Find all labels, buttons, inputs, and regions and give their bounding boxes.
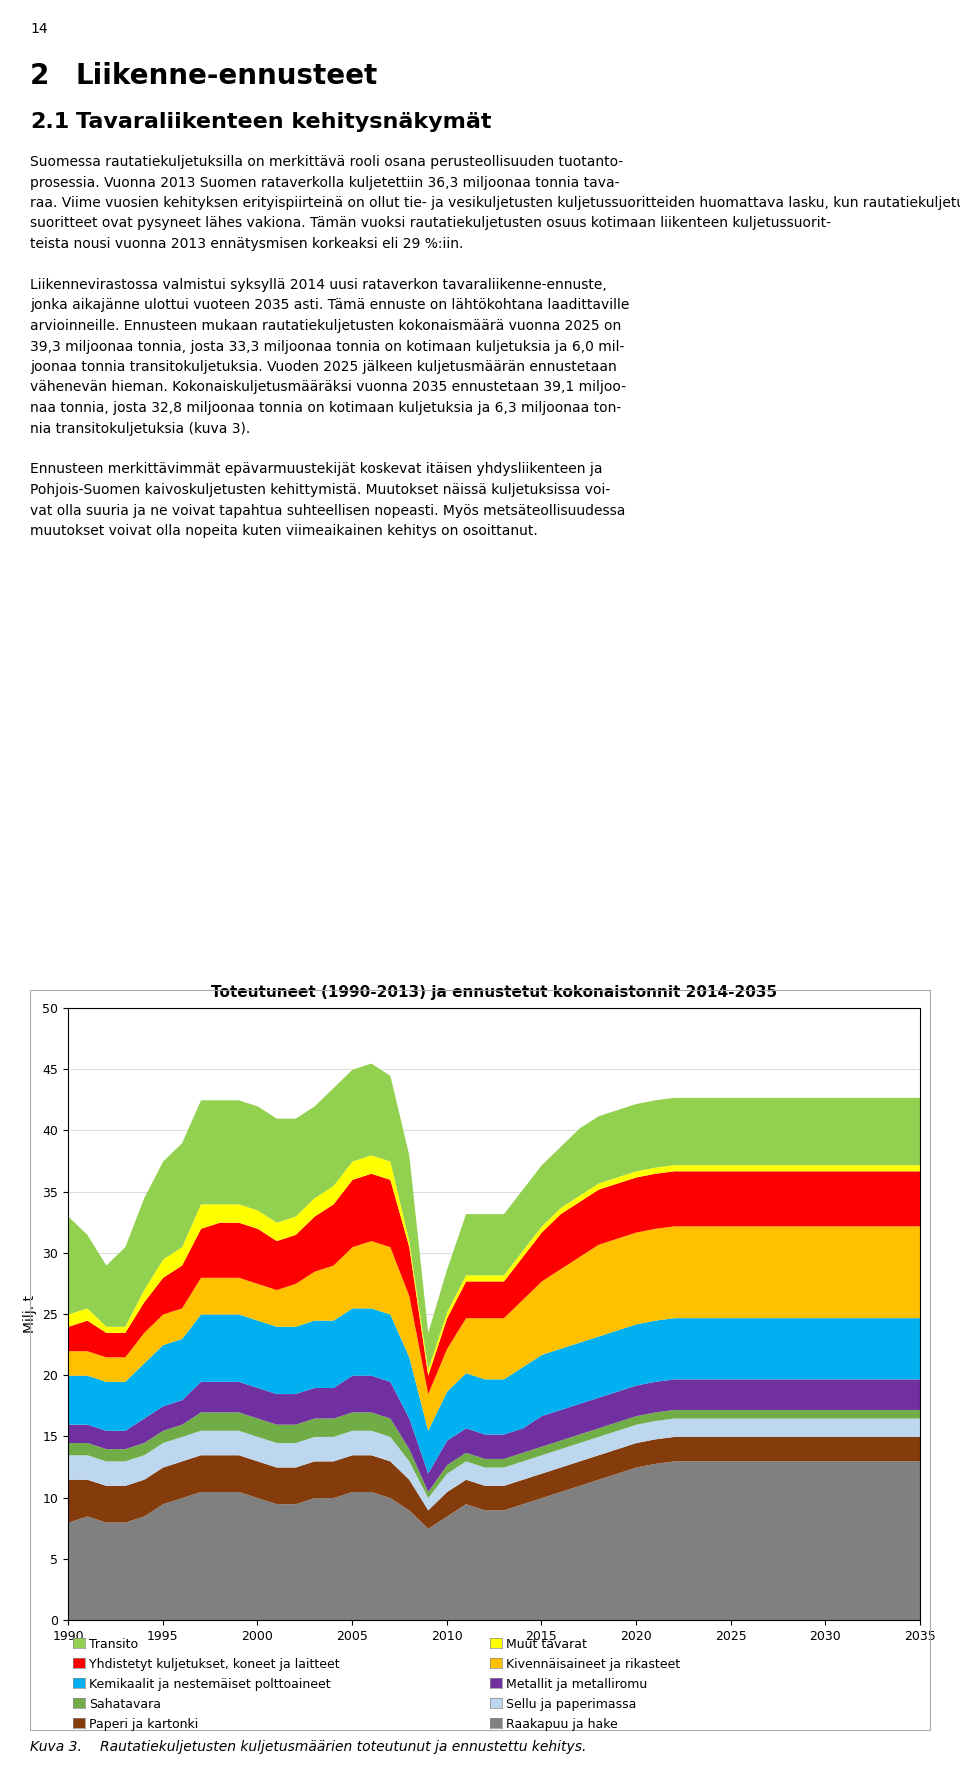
Text: Kuva 3.: Kuva 3. xyxy=(30,1740,82,1754)
Text: Kivennäisaineet ja rikasteet: Kivennäisaineet ja rikasteet xyxy=(506,1658,680,1671)
Text: Pohjois-Suomen kaivoskuljetusten kehittymistä. Muutokset näissä kuljetuksissa vo: Pohjois-Suomen kaivoskuljetusten kehitty… xyxy=(30,482,611,496)
Text: Transito: Transito xyxy=(89,1639,138,1651)
Text: suoritteet ovat pysyneet lähes vakiona. Tämän vuoksi rautatiekuljetusten osuus k: suoritteet ovat pysyneet lähes vakiona. … xyxy=(30,217,831,231)
Text: arvioinneille. Ennusteen mukaan rautatiekuljetusten kokonaismäärä vuonna 2025 on: arvioinneille. Ennusteen mukaan rautatie… xyxy=(30,320,621,334)
Text: vähenevän hieman. Kokonaiskuljetusmääräksi vuonna 2035 ennustetaan 39,1 miljoo-: vähenevän hieman. Kokonaiskuljetusmääräk… xyxy=(30,380,626,394)
Text: Liikenne-ennusteet: Liikenne-ennusteet xyxy=(76,62,378,90)
Text: Tavaraliikenteen kehitysnäkymät: Tavaraliikenteen kehitysnäkymät xyxy=(76,111,492,132)
Text: 14: 14 xyxy=(30,21,48,35)
Text: Sellu ja paperimassa: Sellu ja paperimassa xyxy=(506,1697,636,1711)
Text: raa. Viime vuosien kehityksen erityispiirteinä on ollut tie- ja vesikuljetusten : raa. Viime vuosien kehityksen erityispii… xyxy=(30,196,960,210)
Text: 39,3 miljoonaa tonnia, josta 33,3 miljoonaa tonnia on kotimaan kuljetuksia ja 6,: 39,3 miljoonaa tonnia, josta 33,3 miljoo… xyxy=(30,339,624,353)
Text: naa tonnia, josta 32,8 miljoonaa tonnia on kotimaan kuljetuksia ja 6,3 miljoonaa: naa tonnia, josta 32,8 miljoonaa tonnia … xyxy=(30,401,621,415)
Text: teista nousi vuonna 2013 ennätysmisen korkeaksi eli 29 %:iin.: teista nousi vuonna 2013 ennätysmisen ko… xyxy=(30,237,464,251)
Text: Yhdistetyt kuljetukset, koneet ja laitteet: Yhdistetyt kuljetukset, koneet ja laitte… xyxy=(89,1658,340,1671)
Text: 2: 2 xyxy=(30,62,49,90)
Text: Muut tavarat: Muut tavarat xyxy=(506,1639,587,1651)
Title: Toteutuneet (1990-2013) ja ennustetut kokonaistonnit 2014-2035: Toteutuneet (1990-2013) ja ennustetut ko… xyxy=(211,985,777,1000)
Text: joonaa tonnia transitokuljetuksia. Vuoden 2025 jälkeen kuljetusmäärän ennustetaa: joonaa tonnia transitokuljetuksia. Vuode… xyxy=(30,360,616,374)
Text: Kemikaalit ja nestemäiset polttoaineet: Kemikaalit ja nestemäiset polttoaineet xyxy=(89,1678,330,1692)
Text: 2.1: 2.1 xyxy=(30,111,69,132)
Text: prosessia. Vuonna 2013 Suomen rataverkolla kuljetettiin 36,3 miljoonaa tonnia ta: prosessia. Vuonna 2013 Suomen rataverkol… xyxy=(30,175,619,189)
Text: vat olla suuria ja ne voivat tapahtua suhteellisen nopeasti. Myös metsäteollisuu: vat olla suuria ja ne voivat tapahtua su… xyxy=(30,503,625,517)
Text: Liikennevirastossa valmistui syksyllä 2014 uusi rataverkon tavaraliikenne-ennust: Liikennevirastossa valmistui syksyllä 20… xyxy=(30,277,607,291)
Text: jonka aikajänne ulottui vuoteen 2035 asti. Tämä ennuste on lähtökohtana laaditta: jonka aikajänne ulottui vuoteen 2035 ast… xyxy=(30,298,630,313)
Text: Suomessa rautatiekuljetuksilla on merkittävä rooli osana perusteollisuuden tuota: Suomessa rautatiekuljetuksilla on merkit… xyxy=(30,155,623,170)
Text: Sahatavara: Sahatavara xyxy=(89,1697,161,1711)
Text: nia transitokuljetuksia (kuva 3).: nia transitokuljetuksia (kuva 3). xyxy=(30,422,251,436)
Y-axis label: Milj. t: Milj. t xyxy=(23,1294,36,1333)
Text: Rautatiekuljetusten kuljetusmäärien toteutunut ja ennustettu kehitys.: Rautatiekuljetusten kuljetusmäärien tote… xyxy=(100,1740,587,1754)
Text: Metallit ja metalliromu: Metallit ja metalliromu xyxy=(506,1678,647,1692)
Text: muutokset voivat olla nopeita kuten viimeaikainen kehitys on osoittanut.: muutokset voivat olla nopeita kuten viim… xyxy=(30,525,538,539)
Text: Paperi ja kartonki: Paperi ja kartonki xyxy=(89,1718,199,1731)
Text: Ennusteen merkittävimmät epävarmuustekijät koskevat itäisen yhdysliikenteen ja: Ennusteen merkittävimmät epävarmuustekij… xyxy=(30,463,603,477)
Text: Raakapuu ja hake: Raakapuu ja hake xyxy=(506,1718,617,1731)
